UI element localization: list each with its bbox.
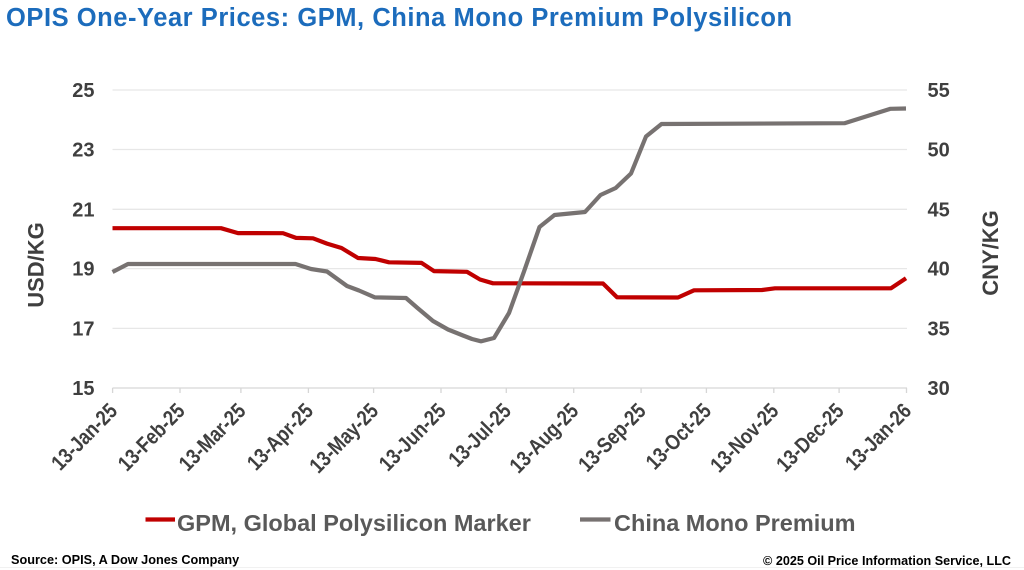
svg-text:17: 17	[72, 318, 94, 340]
svg-text:13-Jun-25: 13-Jun-25	[375, 399, 451, 476]
svg-text:13-Mar-25: 13-Mar-25	[175, 399, 251, 476]
svg-text:55: 55	[928, 80, 950, 102]
svg-text:13-Dec-25: 13-Dec-25	[772, 399, 849, 477]
svg-text:15: 15	[72, 378, 94, 400]
svg-text:35: 35	[928, 318, 950, 340]
svg-text:40: 40	[928, 259, 950, 281]
svg-text:45: 45	[928, 199, 950, 221]
svg-text:13-Nov-25: 13-Nov-25	[706, 399, 783, 477]
svg-text:GPM, Global Polysilicon Marker: GPM, Global Polysilicon Marker	[177, 510, 531, 536]
svg-text:CNY/KG: CNY/KG	[978, 210, 1003, 296]
svg-text:China Mono Premium: China Mono Premium	[614, 510, 856, 536]
svg-text:13-Jan-25: 13-Jan-25	[47, 399, 122, 475]
svg-text:50: 50	[928, 140, 950, 162]
svg-text:13-Aug-25: 13-Aug-25	[505, 399, 583, 478]
svg-text:23: 23	[72, 140, 94, 162]
svg-text:13-May-25: 13-May-25	[305, 399, 383, 478]
svg-text:25: 25	[72, 80, 94, 102]
svg-text:19: 19	[72, 259, 94, 281]
svg-text:30: 30	[928, 378, 950, 400]
svg-text:13-Feb-25: 13-Feb-25	[114, 399, 190, 476]
svg-text:USD/KG: USD/KG	[24, 222, 49, 308]
svg-text:21: 21	[72, 199, 94, 221]
svg-text:13-Oct-25: 13-Oct-25	[642, 399, 717, 474]
svg-text:13-Jan-26: 13-Jan-26	[841, 399, 916, 475]
svg-text:13-Sep-25: 13-Sep-25	[574, 399, 651, 477]
